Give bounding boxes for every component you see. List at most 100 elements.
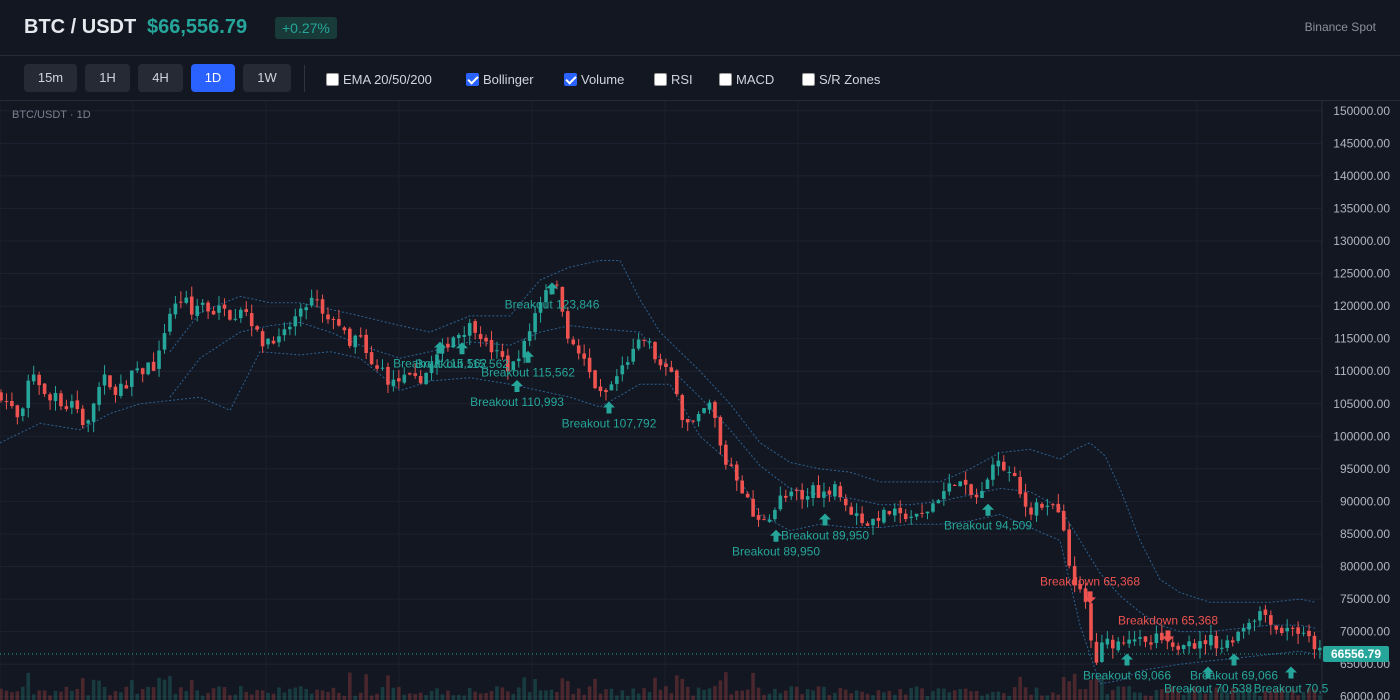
candle-body bbox=[1127, 639, 1131, 644]
candle-body bbox=[789, 491, 794, 497]
candle bbox=[26, 374, 31, 418]
price-axis[interactable]: 150000.00 145000.00 140000.00 135000.00 1300… bbox=[1333, 104, 1390, 700]
candle-body bbox=[1247, 622, 1251, 630]
candle-body bbox=[1252, 620, 1257, 622]
candle bbox=[1279, 625, 1284, 636]
candle-body bbox=[59, 393, 63, 407]
bollinger-label: Bollinger bbox=[483, 71, 534, 87]
price-axis-tick-label: 115000.00 bbox=[1334, 332, 1390, 346]
timeframe-1d-button[interactable]: 1D bbox=[191, 64, 235, 92]
candle-body bbox=[1176, 645, 1180, 650]
candle-body bbox=[1051, 504, 1055, 506]
volume-bar bbox=[1007, 695, 1012, 700]
candle-body bbox=[1023, 492, 1028, 507]
volume-bar bbox=[70, 690, 74, 700]
signal-marker: Breakout 94,509 bbox=[944, 503, 1032, 533]
candle-body bbox=[331, 318, 336, 320]
candle bbox=[135, 361, 140, 374]
candle-body bbox=[1160, 632, 1164, 641]
timeframe-1w-button[interactable]: 1W bbox=[243, 64, 291, 92]
candle-body bbox=[271, 340, 276, 344]
candle bbox=[1307, 624, 1311, 643]
candle-body bbox=[909, 516, 913, 518]
candle bbox=[500, 343, 505, 361]
volume-bar bbox=[140, 688, 145, 700]
candle-body bbox=[685, 418, 690, 423]
candle bbox=[473, 319, 477, 340]
candle bbox=[827, 486, 832, 502]
signal-marker: Breakout 89,950 bbox=[781, 513, 869, 542]
candle bbox=[696, 411, 701, 427]
candle bbox=[860, 506, 864, 526]
breakout-arrow-icon bbox=[1285, 666, 1297, 679]
timeframe-15m-button[interactable]: 15m bbox=[24, 64, 77, 92]
candle-body bbox=[435, 354, 439, 365]
volume-bar bbox=[1203, 693, 1208, 700]
bollinger-toggle[interactable]: Bollinger bbox=[466, 69, 534, 89]
candle-body bbox=[1236, 631, 1240, 641]
volume-bar bbox=[1263, 691, 1268, 700]
ema-toggle[interactable]: EMA 20/50/200 bbox=[326, 69, 432, 89]
bollinger-middle-line bbox=[169, 321, 1317, 633]
candle bbox=[1236, 630, 1240, 644]
plot-area[interactable] bbox=[0, 101, 1322, 700]
candle-body bbox=[1078, 583, 1082, 590]
candle-body bbox=[784, 495, 788, 498]
candle bbox=[1094, 632, 1099, 665]
candle-body bbox=[958, 481, 962, 487]
candle-body bbox=[566, 311, 570, 339]
candle-body bbox=[1007, 471, 1012, 473]
candle-body bbox=[560, 286, 565, 312]
rsi-toggle[interactable]: RSI bbox=[654, 69, 693, 89]
candle bbox=[1230, 636, 1235, 647]
ema-checkbox[interactable] bbox=[326, 72, 339, 86]
volume-bar bbox=[1089, 679, 1093, 700]
candle bbox=[925, 511, 930, 520]
candle bbox=[1143, 636, 1148, 648]
candle-body bbox=[288, 326, 292, 330]
candle bbox=[1209, 624, 1213, 650]
breakout-arrow-icon bbox=[1121, 653, 1133, 666]
sr-zones-checkbox[interactable] bbox=[802, 72, 815, 86]
volume-bar bbox=[740, 690, 744, 700]
bollinger-checkbox[interactable] bbox=[466, 72, 479, 86]
candle-body bbox=[249, 313, 254, 327]
candle bbox=[407, 372, 412, 376]
volume-bar bbox=[555, 692, 559, 700]
candle-body bbox=[80, 408, 85, 426]
volume-bar bbox=[762, 694, 766, 700]
volume-bar bbox=[326, 692, 330, 700]
macd-checkbox[interactable] bbox=[719, 72, 732, 86]
price-axis-tick-label: 70000.00 bbox=[1340, 625, 1390, 639]
candle bbox=[1018, 470, 1022, 498]
candle-body bbox=[91, 403, 96, 422]
volume-bar bbox=[151, 687, 156, 700]
timeframe-4h-button[interactable]: 4H bbox=[138, 64, 183, 92]
sr-zones-toggle[interactable]: S/R Zones bbox=[802, 69, 880, 89]
macd-toggle[interactable]: MACD bbox=[719, 69, 774, 89]
signal-label: Breakout 123,846 bbox=[505, 297, 600, 311]
volume-toggle[interactable]: Volume bbox=[564, 69, 624, 89]
candle-body bbox=[1312, 635, 1317, 650]
volume-bar bbox=[48, 695, 52, 700]
volume-bar bbox=[1002, 693, 1006, 700]
volume-bar bbox=[1230, 688, 1235, 700]
candle bbox=[255, 324, 259, 332]
volume-bar bbox=[571, 693, 576, 700]
volume-bar bbox=[10, 692, 14, 700]
volume-bar bbox=[1181, 694, 1186, 700]
rsi-checkbox[interactable] bbox=[654, 72, 667, 86]
volume-bar bbox=[500, 687, 505, 700]
candle-body bbox=[647, 341, 652, 343]
volume-bar bbox=[1040, 695, 1044, 700]
volume-checkbox[interactable] bbox=[564, 72, 577, 86]
candle bbox=[805, 488, 810, 508]
candle bbox=[391, 370, 396, 392]
candle-body bbox=[767, 519, 772, 522]
symbol-title: BTC / USDT bbox=[24, 16, 137, 38]
candle bbox=[647, 338, 652, 349]
timeframe-1h-button[interactable]: 1H bbox=[85, 64, 130, 92]
candle bbox=[658, 353, 663, 370]
candle-body bbox=[527, 331, 532, 341]
